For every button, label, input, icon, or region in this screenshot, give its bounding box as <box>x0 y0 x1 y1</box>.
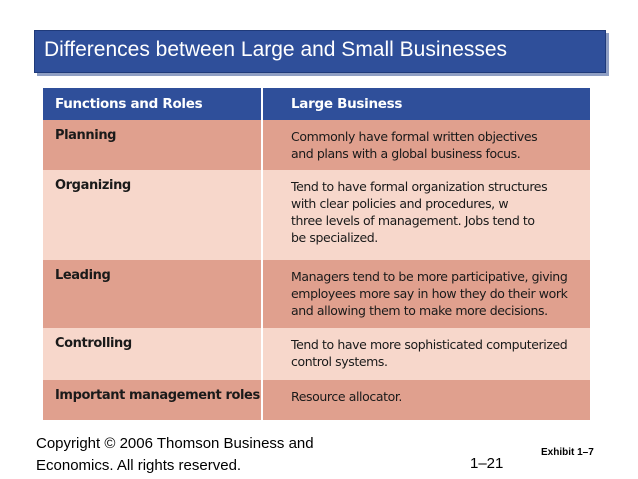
header-large-business: Large Business <box>291 96 403 112</box>
description-line: Tend to have formal organization structu… <box>291 179 548 194</box>
copyright-line: Economics. All rights reserved. <box>36 457 242 474</box>
copyright-line: Copyright © 2006 Thomson Business and <box>36 435 314 452</box>
description-line: Managers tend to be more participative, … <box>291 269 568 284</box>
description-line: and allowing them to make more decisions… <box>291 303 548 318</box>
row-function: Organizing <box>55 178 131 193</box>
header-functions-and-roles: Functions and Roles <box>55 96 203 112</box>
page-number: 1–21 <box>470 455 504 472</box>
description-line: and plans with a global business focus. <box>291 146 521 161</box>
slide-title: Differences between Large and Small Busi… <box>44 38 508 61</box>
exhibit-label: Exhibit 1–7 <box>541 447 594 458</box>
description-line: control systems. <box>291 354 388 369</box>
column-divider <box>261 88 263 420</box>
table-row-leading: Leading Managers tend to be more partici… <box>43 260 590 328</box>
description-line: Commonly have formal written objectives <box>291 129 538 144</box>
slide-title-bar: Differences between Large and Small Busi… <box>34 30 606 73</box>
description-line: three levels of management. Jobs tend to <box>291 213 535 228</box>
table-row-important-management-roles: Important management roles Resource allo… <box>43 380 590 420</box>
description-line: Resource allocator. <box>291 389 402 404</box>
row-function: Planning <box>55 128 117 143</box>
table-header: Functions and Roles Large Business <box>43 88 590 120</box>
row-description: Tend to have more sophisticated computer… <box>291 336 581 370</box>
table-row-planning: Planning Commonly have formal written ob… <box>43 120 590 170</box>
description-line: Tend to have more sophisticated computer… <box>291 337 568 352</box>
comparison-table: Functions and Roles Large Business Plann… <box>43 88 590 420</box>
table-row-organizing: Organizing Tend to have formal organizat… <box>43 170 590 260</box>
row-function: Leading <box>55 268 111 283</box>
row-function: Controlling <box>55 336 132 351</box>
row-description: Managers tend to be more participative, … <box>291 268 581 319</box>
table-row-controlling: Controlling Tend to have more sophistica… <box>43 328 590 380</box>
description-line: be specialized. <box>291 230 378 245</box>
row-description: Resource allocator. <box>291 388 581 405</box>
row-description: Commonly have formal written objectives … <box>291 128 581 162</box>
row-description: Tend to have formal organization structu… <box>291 178 581 246</box>
description-line: with clear policies and procedures, w <box>291 196 509 211</box>
row-function: Important management roles <box>55 388 260 403</box>
description-line: employees more say in how they do their … <box>291 286 568 301</box>
copyright-notice: Copyright © 2006 Thomson Business and Ec… <box>36 433 314 477</box>
